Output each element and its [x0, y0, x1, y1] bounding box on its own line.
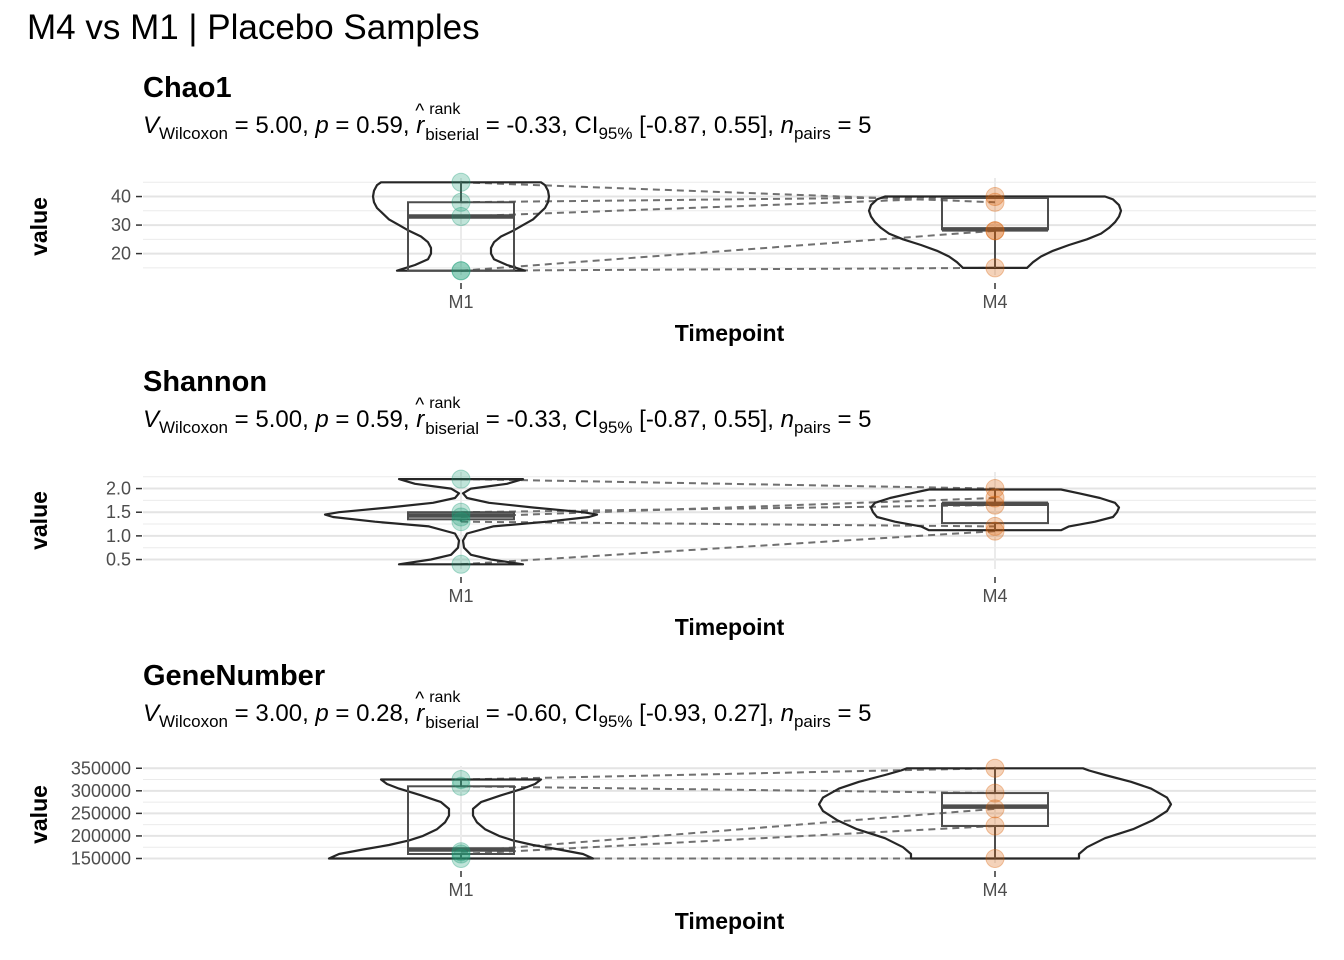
y-tick-label: 1.5	[106, 502, 131, 522]
x-tick-label: M1	[448, 880, 473, 900]
panel-chao1: Chao1 VWilcoxon = 5.00, p = 0.59, ^ r rank…	[0, 72, 1344, 362]
y-tick-label: 30	[111, 215, 131, 235]
data-point-m4	[985, 488, 1005, 508]
stats-subtitle: VWilcoxon = 5.00, p = 0.59, ^ r rank biseri…	[143, 395, 872, 438]
y-tick-label: 150000	[71, 848, 131, 868]
y-tick-label: 250000	[71, 803, 131, 823]
box-m4	[941, 792, 1049, 828]
panel-shannon: Shannon VWilcoxon = 5.00, p = 0.59, ^ r ra…	[0, 366, 1344, 656]
violin-m1	[371, 181, 551, 272]
data-point-m1	[451, 844, 471, 864]
panel-title: Chao1	[143, 72, 232, 104]
data-point-m1	[451, 469, 471, 489]
chart-plot-shannon: 0.5 1.0 1.5 2.0 M1 M4 Timepoint value	[26, 469, 1316, 640]
x-tick-label: M4	[982, 292, 1007, 312]
pair-line	[460, 497, 996, 518]
data-point-m1	[451, 842, 471, 862]
pair-line	[460, 229, 996, 272]
y-tick-label: 1.0	[106, 526, 131, 546]
data-point-m4	[985, 221, 1005, 241]
pair-line	[460, 785, 996, 795]
data-point-m1	[451, 502, 471, 522]
stats-subtitle: VWilcoxon = 5.00, p = 0.59, ^ r rank biseri…	[143, 101, 872, 144]
data-point-m1	[451, 512, 471, 532]
violin-m4	[817, 767, 1173, 860]
data-point-m4	[985, 258, 1005, 278]
data-point-m4	[985, 783, 1005, 803]
pair-line	[460, 767, 996, 781]
data-point-m4	[985, 521, 1005, 541]
x-axis-title: Timepoint	[675, 320, 785, 346]
y-tick-label: 200000	[71, 826, 131, 846]
data-point-m4	[985, 516, 1005, 536]
pair-line	[460, 520, 996, 528]
x-axis-title: Timepoint	[675, 908, 785, 934]
data-point-m1	[451, 261, 471, 281]
data-point-m1	[451, 554, 471, 574]
data-point-m4	[985, 799, 1005, 819]
data-point-m1	[451, 507, 471, 527]
y-axis-title: value	[26, 197, 52, 256]
data-point-m4	[985, 495, 1005, 515]
x-tick-label: M1	[448, 292, 473, 312]
figure-title: M4 vs M1 | Placebo Samples	[27, 8, 480, 47]
data-point-m1	[451, 261, 471, 281]
y-tick-label: 300000	[71, 781, 131, 801]
y-tick-label: 20	[111, 244, 131, 264]
data-point-m1	[451, 848, 471, 868]
y-tick-label: 2.0	[106, 479, 131, 499]
data-point-m1	[451, 172, 471, 192]
pair-line	[460, 266, 996, 272]
box-m1	[407, 785, 515, 855]
y-tick-label: 0.5	[106, 550, 131, 570]
chart-plot-chao1: 20 30 40 M1 M4 Timepoint value	[26, 172, 1316, 346]
violin-m4	[869, 488, 1121, 532]
data-point-m4	[985, 221, 1005, 241]
pair-line	[460, 807, 996, 853]
data-point-m1	[451, 207, 471, 227]
data-point-m4	[985, 187, 1005, 207]
panel-genenumber: GeneNumber VWilcoxon = 3.00, p = 0.28, ^…	[0, 660, 1344, 950]
data-point-m4	[985, 758, 1005, 778]
data-point-m4	[985, 192, 1005, 212]
stats-subtitle: VWilcoxon = 3.00, p = 0.28, ^ r rank biseri…	[143, 689, 872, 732]
panel-title: Shannon	[143, 366, 268, 398]
pair-line	[460, 195, 996, 218]
panel-title: GeneNumber	[143, 660, 326, 692]
data-point-m1	[451, 776, 471, 796]
data-point-m4	[985, 479, 1005, 499]
x-tick-label: M1	[448, 586, 473, 606]
box-m1	[407, 201, 515, 272]
y-tick-label: 40	[111, 187, 131, 207]
violin-m1	[323, 478, 599, 566]
pair-line	[460, 825, 996, 855]
data-point-m4	[985, 848, 1005, 868]
violin-m4	[867, 195, 1123, 269]
x-axis-title: Timepoint	[675, 614, 785, 640]
y-tick-label: 350000	[71, 758, 131, 778]
y-axis-title: value	[26, 491, 52, 550]
x-tick-label: M4	[982, 880, 1007, 900]
pair-line	[460, 478, 996, 490]
pair-line	[460, 530, 996, 566]
data-point-m1	[451, 770, 471, 790]
pair-line	[460, 504, 996, 514]
y-axis-title: value	[26, 785, 52, 844]
data-point-m1	[451, 192, 471, 212]
x-tick-label: M4	[982, 586, 1007, 606]
data-point-m4	[985, 816, 1005, 836]
